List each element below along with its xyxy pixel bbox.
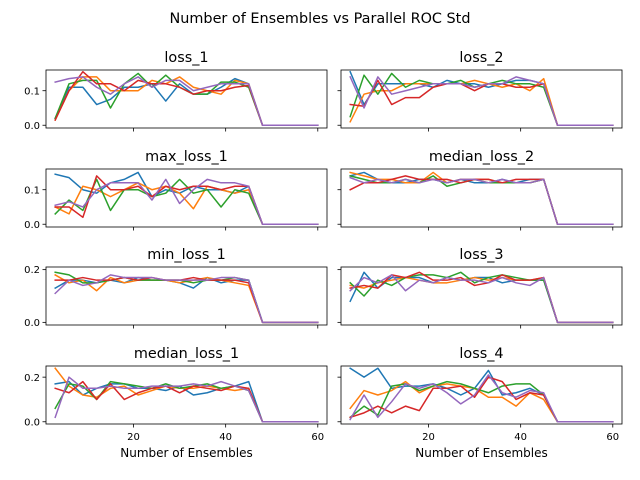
series-line-5 [349, 75, 614, 126]
axes-frame [45, 266, 328, 326]
series-line-5 [54, 178, 319, 225]
x-tick-label: 40 [514, 432, 527, 443]
x-tick-label: 40 [219, 432, 232, 443]
x-tick-label: 20 [422, 432, 435, 443]
axes-frame [340, 69, 623, 129]
subplot-loss_2: loss_2 [337, 50, 623, 132]
y-tick-label: 0.2 [24, 265, 40, 276]
series-group [54, 171, 319, 225]
subplot-title: median_loss_1 [134, 346, 239, 362]
x-tick-label: 20 [127, 432, 140, 443]
series-line-5 [349, 176, 614, 225]
subplot-title: max_loss_1 [145, 149, 228, 165]
axes-frame [340, 168, 623, 228]
y-tick-label: 0.1 [24, 185, 40, 196]
y-tick-label: 0.0 [24, 220, 40, 231]
series-group [349, 367, 614, 423]
subplot-title: loss_2 [459, 50, 503, 66]
series-group [349, 271, 614, 324]
series-line-5 [54, 274, 319, 324]
series-line-5 [349, 274, 614, 324]
subplot-min_loss_1: min_loss_1 0.0 0.2 [24, 247, 328, 329]
series-group [54, 367, 319, 423]
subplot-title: loss_3 [459, 247, 503, 263]
y-tick-label: 0.2 [24, 373, 40, 384]
subplot-median_loss_1: median_loss_1 20 40 60 0.0 0.2 Number of Ensem… [24, 346, 328, 460]
y-tick-label: 0.0 [24, 417, 40, 428]
subplot-title: loss_4 [459, 346, 503, 362]
axes-frame [340, 266, 623, 326]
y-tick-label: 0.0 [24, 121, 40, 132]
subplot-median_loss_2: median_loss_2 [337, 149, 623, 231]
subplot-title: median_loss_2 [429, 149, 534, 165]
y-tick-label: 0.0 [24, 318, 40, 329]
series-group [349, 171, 614, 225]
subplot-title: loss_1 [164, 50, 208, 66]
series-line-5 [349, 374, 614, 423]
subplot-loss_1: loss_1 0.0 0.1 [24, 50, 328, 132]
series-group [54, 70, 319, 126]
axes-frame [45, 168, 328, 228]
x-axis-label: Number of Ensembles [120, 446, 253, 460]
subplot-max_loss_1: max_loss_1 0.0 0.1 [24, 149, 328, 231]
y-tick-label: 0.1 [24, 86, 40, 97]
series-line-5 [54, 376, 319, 423]
subplot-loss_3: loss_3 [337, 247, 623, 329]
x-tick-label: 60 [606, 432, 619, 443]
subplot-grid: loss_1 0.0 0.1 loss_2 max_loss_1 0.0 0.1 median… [24, 50, 623, 460]
x-tick-label: 60 [311, 432, 324, 443]
subplot-title: min_loss_1 [147, 247, 225, 263]
figure-suptitle: Number of Ensembles vs Parallel ROC Std [170, 11, 471, 27]
axes-frame [340, 365, 623, 425]
series-group [54, 271, 319, 324]
subplot-loss_4: loss_4 20 40 60 Number of Ensembles [337, 346, 623, 460]
series-line-5 [54, 76, 319, 126]
axes-frame [45, 365, 328, 425]
x-axis-label: Number of Ensembles [415, 446, 548, 460]
series-group [349, 70, 614, 126]
axes-frame [45, 69, 328, 129]
